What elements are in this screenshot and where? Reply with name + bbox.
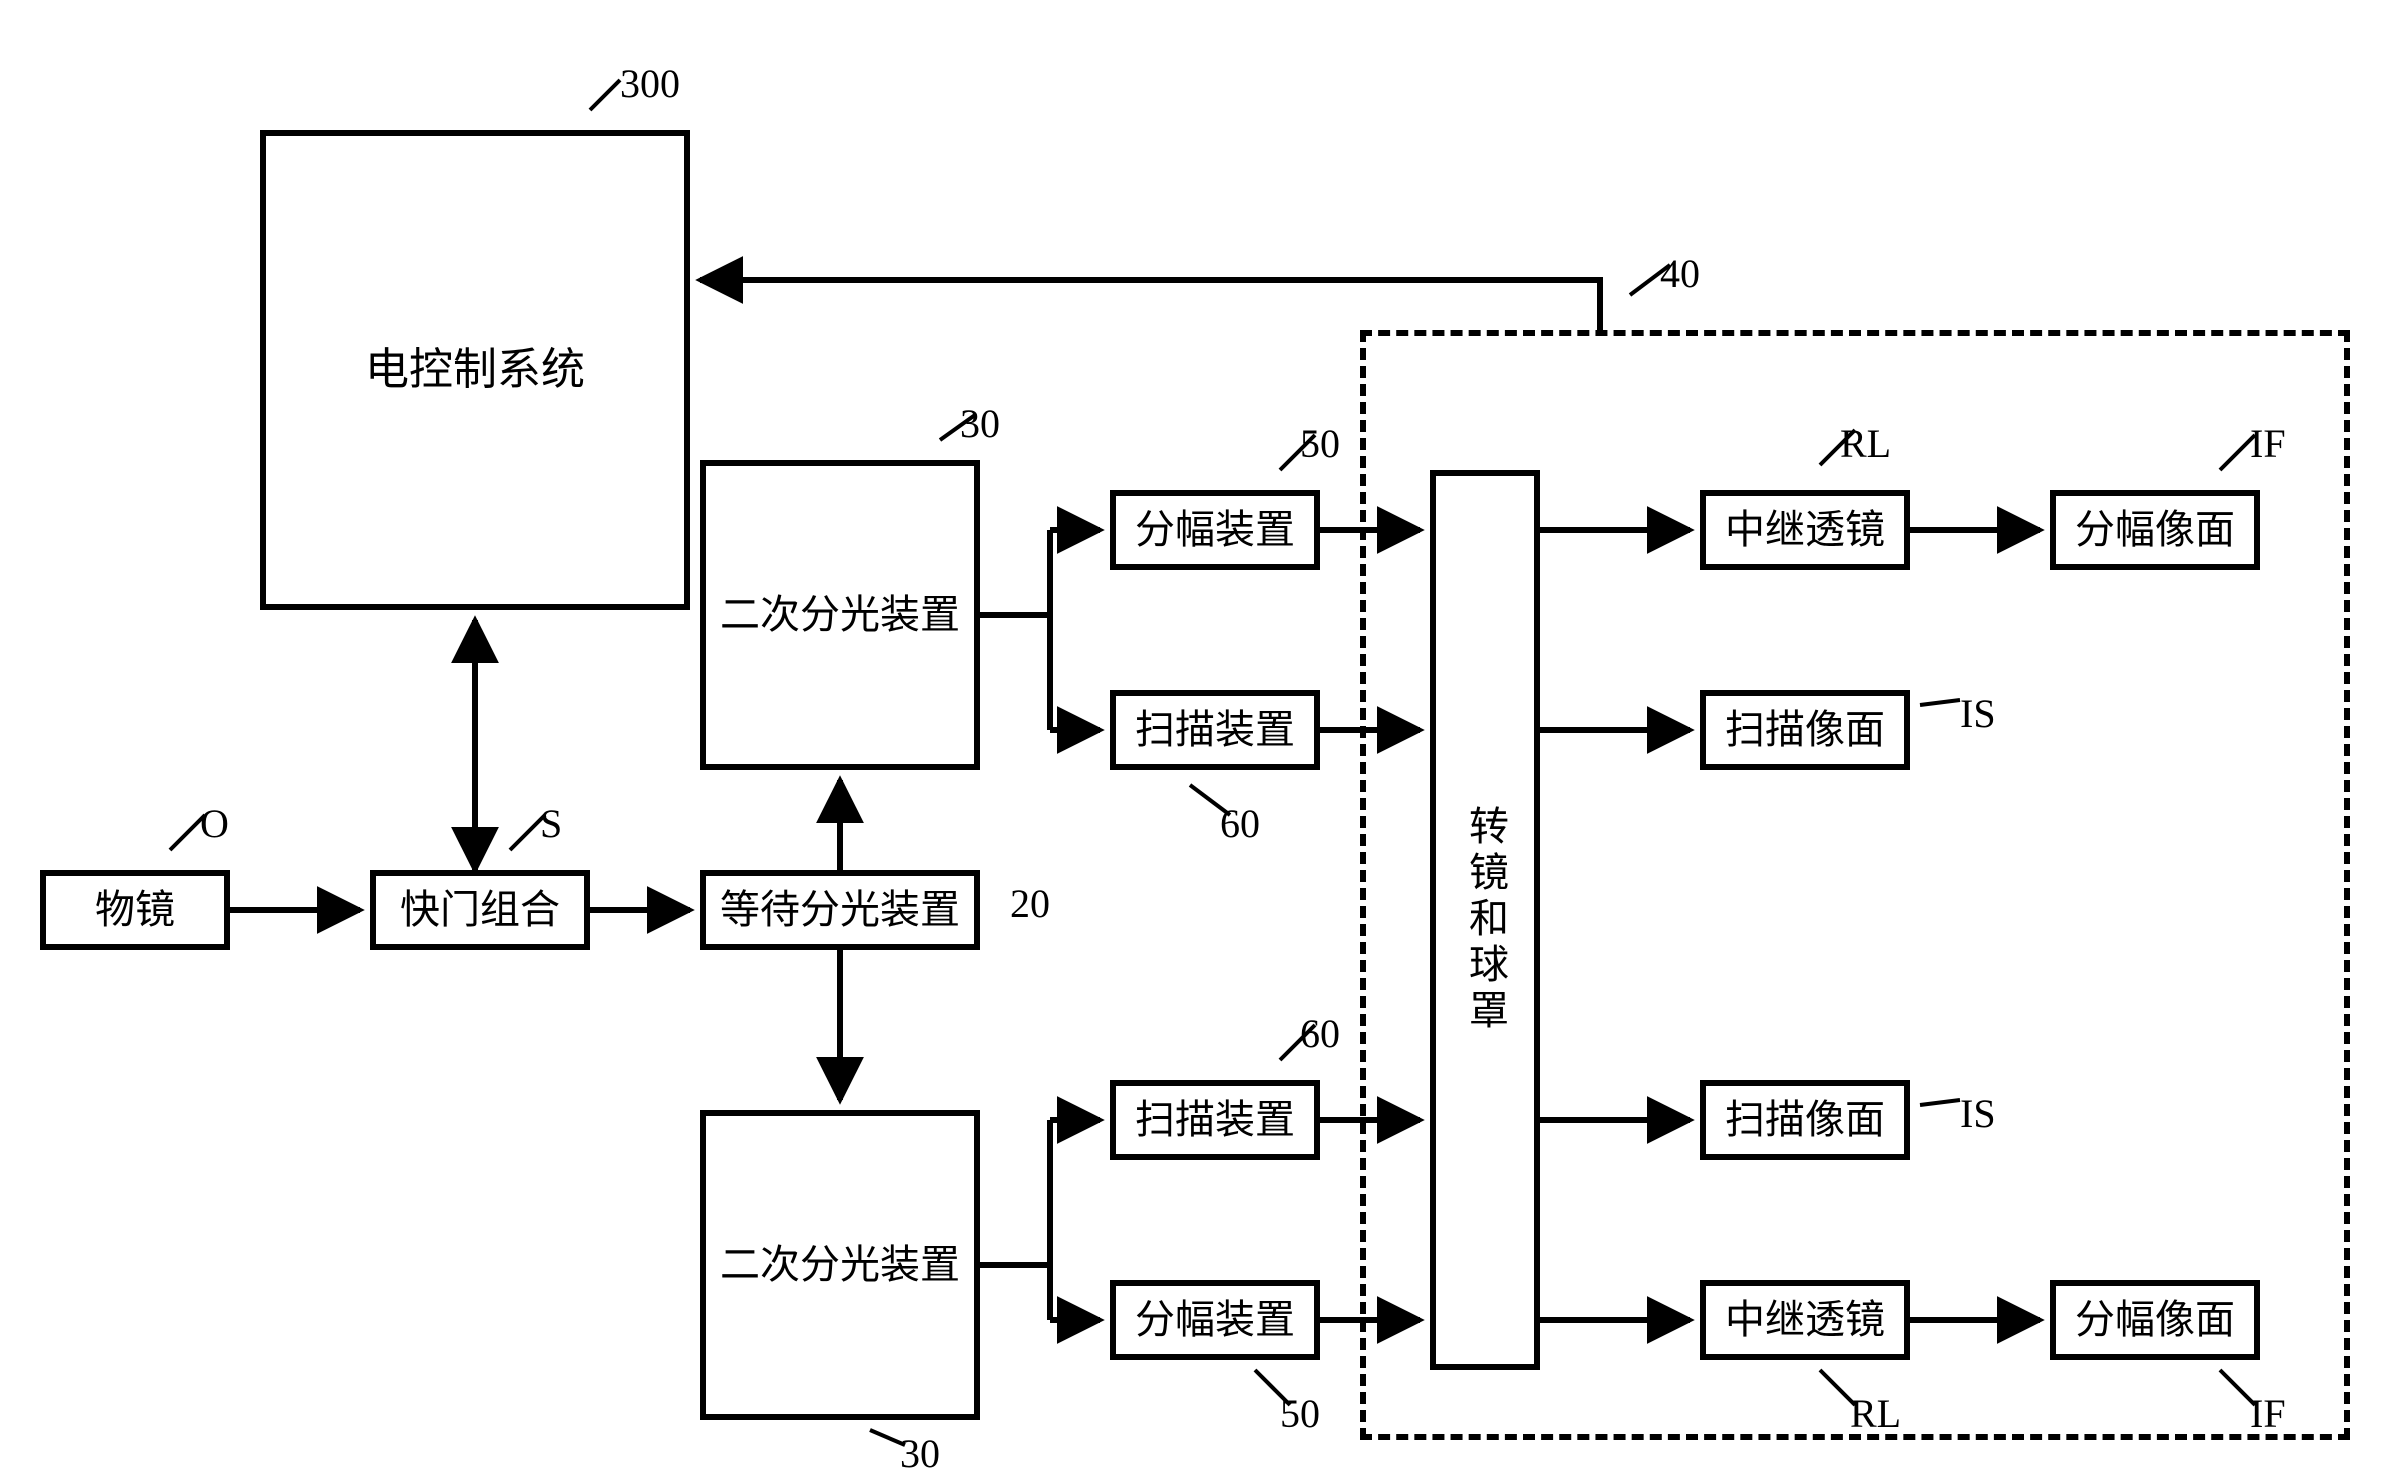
node-relay-lens-1: 中继透镜: [1700, 490, 1910, 570]
ref-label-RLb: RL: [1850, 1390, 1901, 1437]
node-label: 物镜: [95, 884, 175, 936]
node-label: 扫描像面: [1725, 704, 1885, 756]
node-scan-image-1: 扫描像面: [1700, 690, 1910, 770]
ref-label-30b: 30: [900, 1430, 940, 1477]
node-shutter: 快门组合: [370, 870, 590, 950]
diagram-canvas: 电控制系统 物镜 快门组合 等待分光装置 二次分光装置 二次分光装置 分幅装置 …: [0, 0, 2408, 1480]
ref-label-20: 20: [1010, 880, 1050, 927]
node-relay-lens-2: 中继透镜: [1700, 1280, 1910, 1360]
node-rotating-mirror: 转镜和球罩: [1430, 470, 1540, 1370]
node-label: 扫描像面: [1725, 1094, 1885, 1146]
node-framing-device-1: 分幅装置: [1110, 490, 1320, 570]
node-label: 分幅装置: [1135, 1294, 1295, 1346]
node-label: 中继透镜: [1725, 1294, 1885, 1346]
ref-label-300: 300: [620, 60, 680, 107]
ref-label-ISb: IS: [1960, 1090, 1996, 1137]
node-secondary-splitter-1: 二次分光装置: [700, 460, 980, 770]
node-label: 快门组合: [400, 884, 560, 936]
ref-label-30a: 30: [960, 400, 1000, 447]
ref-label-IFa: IF: [2250, 420, 2286, 467]
node-control-system: 电控制系统: [260, 130, 690, 610]
node-label: 中继透镜: [1725, 504, 1885, 556]
node-secondary-splitter-2: 二次分光装置: [700, 1110, 980, 1420]
node-label: 电控制系统: [365, 341, 585, 398]
ref-label-ISa: IS: [1960, 690, 1996, 737]
node-frame-image-2: 分幅像面: [2050, 1280, 2260, 1360]
node-framing-device-2: 分幅装置: [1110, 1280, 1320, 1360]
node-objective: 物镜: [40, 870, 230, 950]
node-scan-device-1: 扫描装置: [1110, 690, 1320, 770]
ref-label-60b: 60: [1300, 1010, 1340, 1057]
ref-label-60a: 60: [1220, 800, 1260, 847]
node-scan-image-2: 扫描像面: [1700, 1080, 1910, 1160]
ref-label-50a: 50: [1300, 420, 1340, 467]
node-label: 二次分光装置: [720, 589, 960, 641]
node-frame-image-1: 分幅像面: [2050, 490, 2260, 570]
node-label: 分幅像面: [2075, 1294, 2235, 1346]
ref-label-40: 40: [1660, 250, 1700, 297]
node-label: 分幅像面: [2075, 504, 2235, 556]
ref-label-50b: 50: [1280, 1390, 1320, 1437]
node-label: 扫描装置: [1135, 1094, 1295, 1146]
ref-label-S: S: [540, 800, 562, 847]
node-scan-device-2: 扫描装置: [1110, 1080, 1320, 1160]
ref-label-O: O: [200, 800, 229, 847]
node-label: 分幅装置: [1135, 504, 1295, 556]
node-wait-splitter: 等待分光装置: [700, 870, 980, 950]
node-label: 扫描装置: [1135, 704, 1295, 756]
node-label: 等待分光装置: [720, 884, 960, 936]
node-label: 转镜和球罩: [1459, 805, 1511, 1035]
ref-label-IFb: IF: [2250, 1390, 2286, 1437]
node-label: 二次分光装置: [720, 1239, 960, 1291]
ref-label-RLa: RL: [1840, 420, 1891, 467]
